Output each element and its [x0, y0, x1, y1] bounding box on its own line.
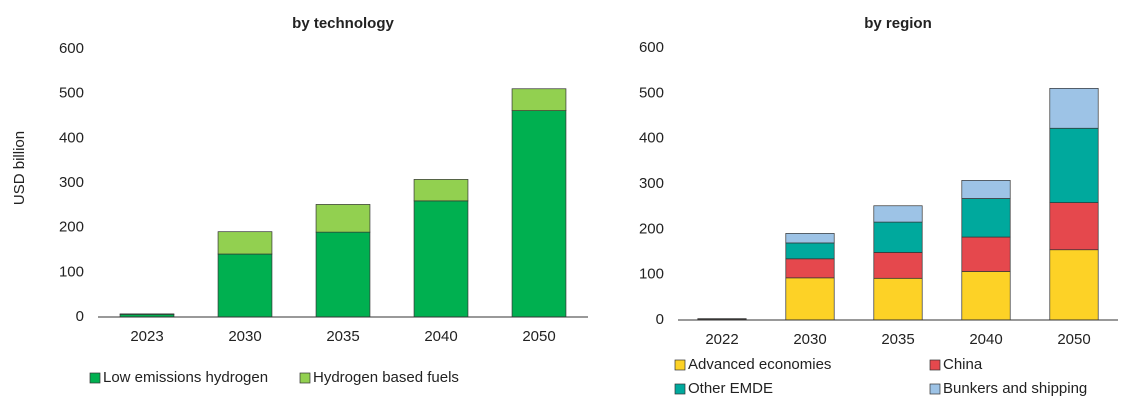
y-tick-label: 300	[59, 174, 84, 191]
legend-label: Advanced economies	[688, 356, 831, 373]
bar-segment	[1049, 87, 1099, 129]
bar-segment	[961, 198, 1011, 238]
y-tick-label: 200	[639, 220, 664, 237]
bar-segment	[413, 200, 469, 318]
y-tick-label: 400	[639, 130, 664, 147]
bar-segment	[873, 252, 923, 279]
legend-label: China	[943, 356, 983, 373]
bar-segment	[785, 258, 835, 279]
y-axis-label: USD billion	[11, 131, 28, 205]
bar-segment	[785, 242, 835, 260]
legend-swatch	[674, 359, 686, 371]
chart-title: by technology	[292, 15, 394, 32]
bar-segment	[961, 236, 1011, 272]
x-tick-label: 2023	[130, 328, 163, 345]
x-tick-label: 2030	[793, 331, 826, 348]
bar-segment	[961, 180, 1011, 199]
y-tick-label: 0	[656, 311, 664, 328]
x-tick-label: 2035	[326, 328, 359, 345]
legend-label: Bunkers and shipping	[943, 380, 1087, 397]
y-tick-label: 200	[59, 219, 84, 236]
x-tick-label: 2040	[969, 331, 1002, 348]
legend-label: Hydrogen based fuels	[313, 369, 459, 386]
legend-label: Other EMDE	[688, 380, 773, 397]
x-tick-label: 2040	[424, 328, 457, 345]
legend-swatch	[674, 383, 686, 395]
x-tick-label: 2022	[705, 331, 738, 348]
legend-swatch	[299, 372, 311, 384]
chart-title: by region	[864, 15, 932, 32]
bar-segment	[785, 233, 835, 244]
x-tick-label: 2030	[228, 328, 261, 345]
y-tick-label: 600	[59, 40, 84, 57]
bar-segment	[413, 179, 469, 202]
bar-segment	[511, 88, 567, 111]
legend-label: Low emissions hydrogen	[103, 369, 268, 386]
x-tick-label: 2050	[1057, 331, 1090, 348]
bar-segment	[217, 253, 273, 318]
y-tick-label: 100	[639, 266, 664, 283]
bar-segment	[873, 221, 923, 253]
bar-segment	[873, 277, 923, 321]
bar-segment	[315, 204, 371, 233]
bar-segment	[961, 271, 1011, 321]
legend-swatch	[929, 383, 941, 395]
y-tick-label: 500	[59, 85, 84, 102]
y-tick-label: 0	[76, 308, 84, 325]
x-tick-label: 2035	[881, 331, 914, 348]
y-tick-label: 100	[59, 263, 84, 280]
bar-segment	[1049, 249, 1099, 321]
bar-segment	[1049, 202, 1099, 251]
legend-swatch	[929, 359, 941, 371]
bar-segment	[217, 231, 273, 255]
y-tick-label: 600	[639, 39, 664, 56]
y-tick-label: 500	[639, 84, 664, 101]
x-tick-label: 2050	[522, 328, 555, 345]
y-tick-label: 300	[639, 175, 664, 192]
bar-segment	[315, 231, 371, 318]
legend-swatch	[89, 372, 101, 384]
bar-segment	[785, 277, 835, 321]
bar-segment	[1049, 127, 1099, 203]
bar-segment	[873, 205, 923, 223]
bar-segment	[511, 110, 567, 318]
y-tick-label: 400	[59, 129, 84, 146]
